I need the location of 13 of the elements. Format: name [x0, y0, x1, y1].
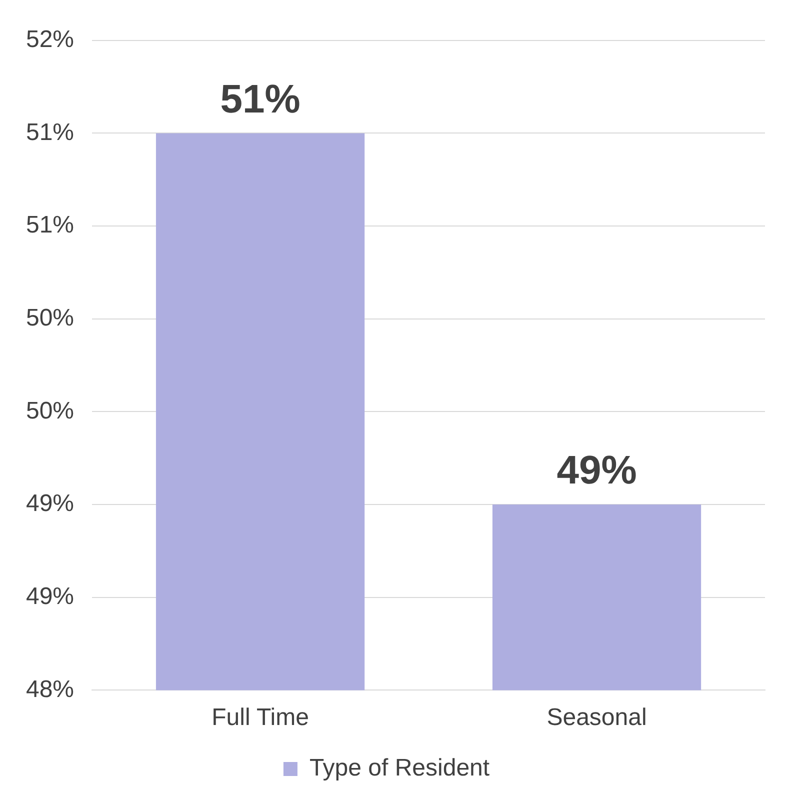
- y-tick-label: 51%: [26, 212, 74, 239]
- y-tick-label: 50%: [26, 397, 74, 424]
- x-tick-label: Seasonal: [546, 704, 647, 732]
- legend-label: Type of Resident: [309, 754, 490, 782]
- y-tick-label: 49%: [26, 582, 74, 610]
- y-tick-label: 48%: [26, 676, 74, 703]
- x-tick-label: Full Time: [212, 704, 309, 732]
- y-tick-label: 51%: [26, 118, 74, 146]
- y-tick-label: 52%: [26, 26, 74, 54]
- data-label: 49%: [556, 448, 637, 493]
- y-tick-label: 50%: [26, 304, 74, 332]
- data-label: 51%: [220, 77, 300, 122]
- y-tick-label: 49%: [26, 490, 74, 518]
